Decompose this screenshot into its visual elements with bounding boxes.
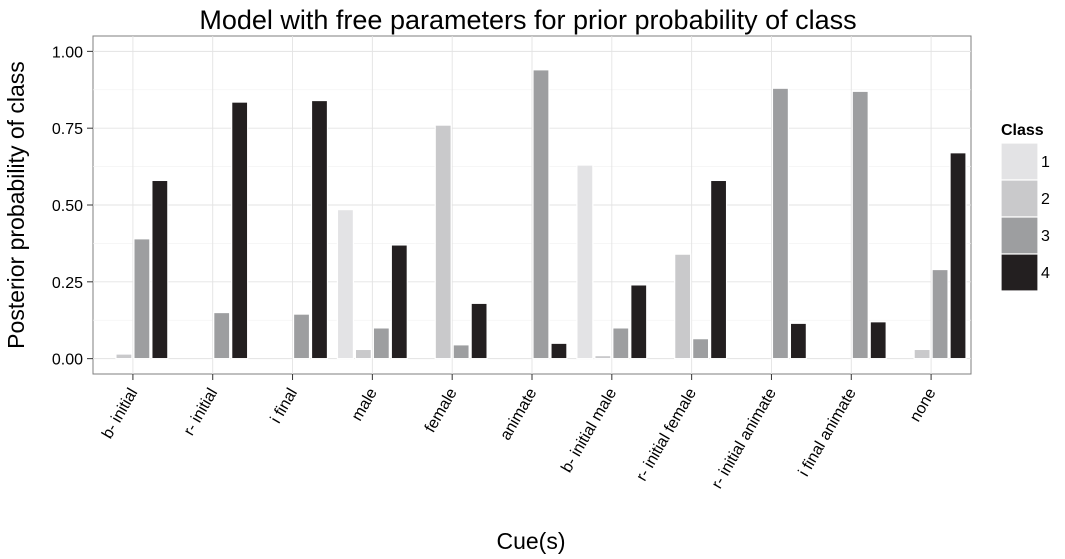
x-tick-label: animate <box>497 385 540 443</box>
bar <box>789 322 807 360</box>
bar <box>372 327 390 360</box>
legend-key <box>1000 179 1039 218</box>
x-axis: b- initial r- initial i final male female ani… <box>99 374 940 492</box>
legend-label: 4 <box>1041 265 1050 282</box>
bar <box>612 327 630 360</box>
x-tick-label: i final animate <box>796 385 860 479</box>
chart-title: Model with free parameters for prior pro… <box>199 5 856 35</box>
bar <box>354 348 372 360</box>
bar <box>434 124 452 360</box>
bar <box>151 179 169 360</box>
bar <box>213 311 231 360</box>
bar <box>452 344 470 360</box>
y-axis: 0.00 0.25 0.50 0.75 1.00 <box>52 44 93 369</box>
y-tick-label: 0.00 <box>52 352 83 369</box>
legend-label: 1 <box>1041 154 1050 171</box>
y-tick-label: 0.75 <box>52 121 83 138</box>
bar <box>594 354 612 360</box>
x-tick-label: r- initial female <box>633 385 700 484</box>
bar <box>869 321 887 360</box>
x-tick-label: r- initial <box>181 386 222 439</box>
bar <box>310 99 329 360</box>
bar <box>336 209 355 360</box>
legend-label: 2 <box>1041 191 1050 208</box>
y-tick-label: 1.00 <box>52 44 83 61</box>
bar <box>292 313 311 360</box>
bar <box>771 87 790 360</box>
bar <box>692 338 710 360</box>
bar <box>550 342 568 360</box>
bar <box>913 348 931 360</box>
x-axis-title: Cue(s) <box>496 528 565 554</box>
bar <box>949 152 967 360</box>
legend-label: 3 <box>1041 228 1050 245</box>
x-tick-label: male <box>349 385 381 424</box>
bar <box>390 244 408 360</box>
bar <box>709 179 728 360</box>
x-tick-label: r- initial animate <box>709 385 780 491</box>
x-tick-label: female <box>422 385 461 435</box>
bar <box>931 268 949 360</box>
legend: Class 1 2 3 4 <box>1000 122 1050 292</box>
legend-title: Class <box>1001 122 1044 139</box>
x-tick-label: b- initial <box>99 386 141 442</box>
bar <box>532 69 550 360</box>
bar <box>115 353 133 360</box>
x-tick-label: b- initial male <box>558 385 620 475</box>
legend-key <box>1000 142 1039 181</box>
bars <box>115 69 967 360</box>
x-tick-label: none <box>907 385 940 424</box>
bar <box>470 302 488 360</box>
legend-key <box>1000 253 1039 292</box>
grid-lines <box>93 36 971 374</box>
bar <box>851 90 869 360</box>
bar <box>576 164 594 360</box>
bar <box>674 253 692 360</box>
bar <box>133 238 151 360</box>
x-tick-label: i final <box>268 386 301 427</box>
legend-key <box>1000 216 1039 255</box>
y-axis-title: Posterior probability of class <box>3 61 29 349</box>
bar <box>231 101 249 360</box>
y-tick-label: 0.50 <box>52 198 83 215</box>
y-tick-label: 0.25 <box>52 275 83 292</box>
bar <box>630 284 648 360</box>
